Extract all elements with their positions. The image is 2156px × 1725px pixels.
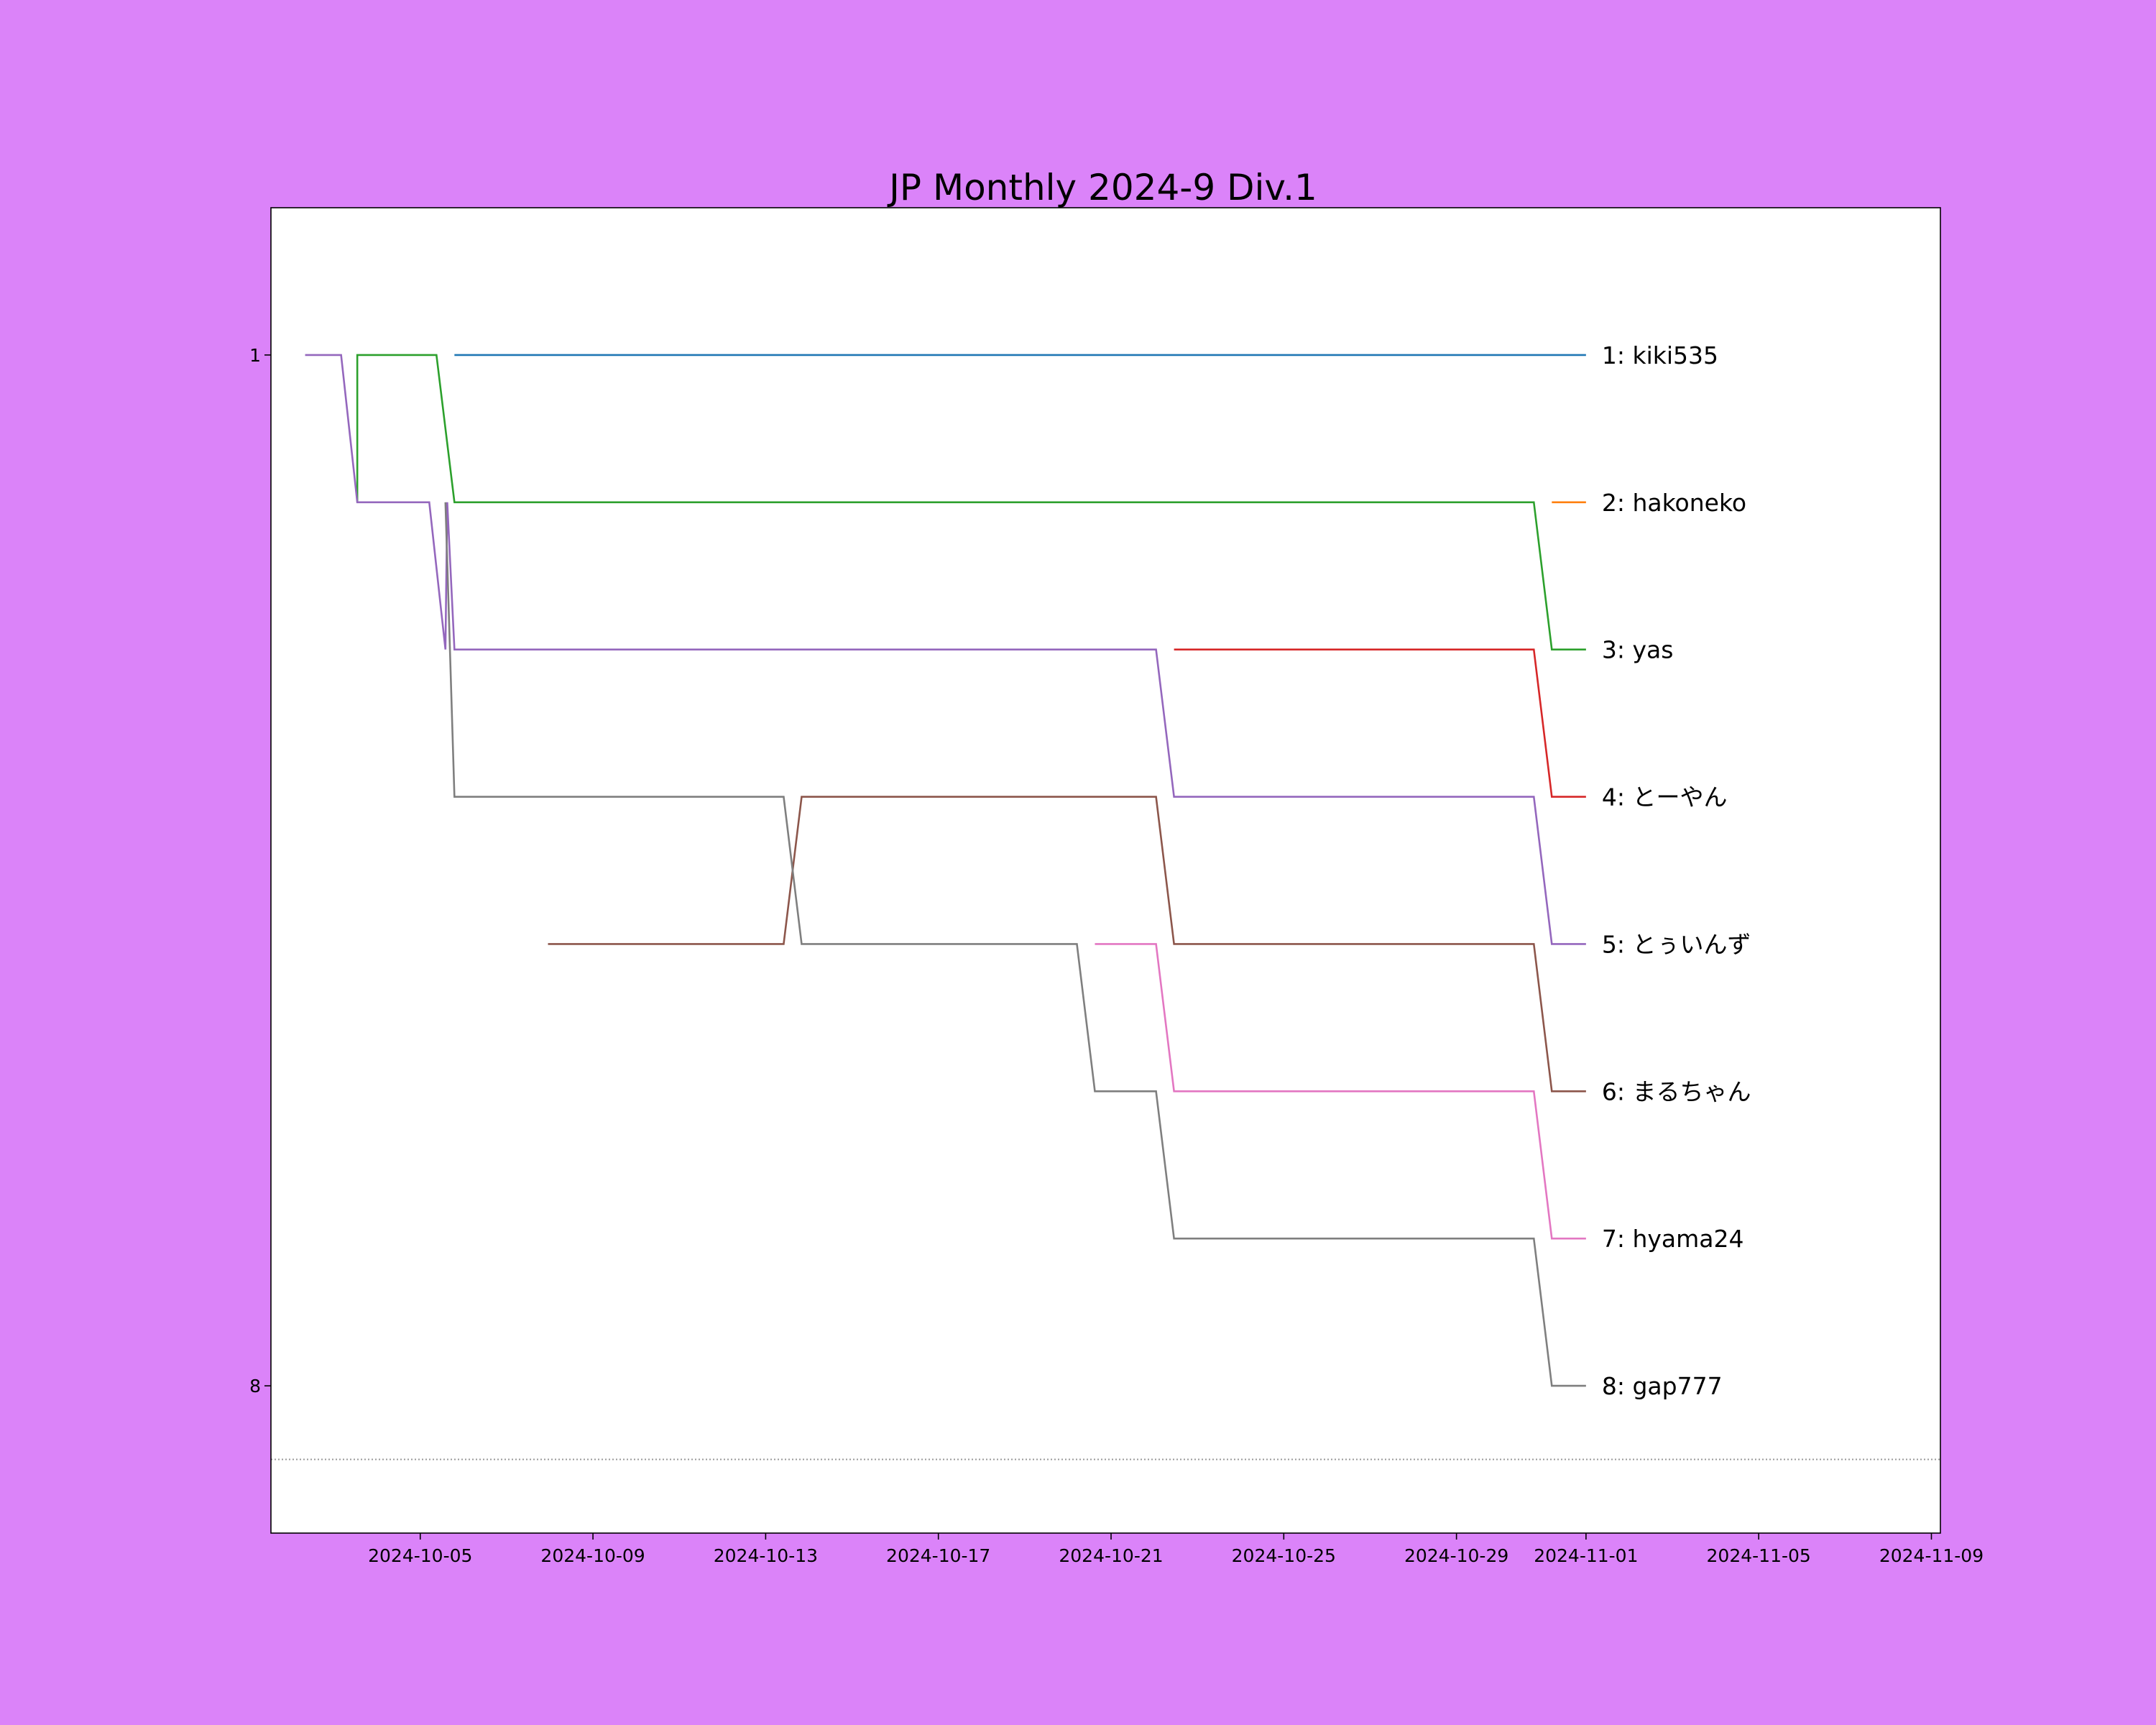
series-label: 4: とーやん <box>1602 783 1728 811</box>
series-label: 5: とぅいんず <box>1602 930 1751 958</box>
y-tick-label: 8 <box>249 1376 261 1397</box>
series-label: 7: hyama24 <box>1602 1225 1744 1253</box>
plot-area <box>271 208 1940 1533</box>
x-tick-label: 2024-11-09 <box>1879 1545 1984 1566</box>
y-tick-label: 1 <box>249 345 261 366</box>
series-label: 1: kiki535 <box>1602 341 1718 369</box>
x-tick-label: 2024-10-25 <box>1232 1545 1336 1566</box>
x-tick-label: 2024-10-29 <box>1404 1545 1508 1566</box>
series-line <box>1174 648 1586 798</box>
series-label: 3: yas <box>1602 636 1674 664</box>
series-line <box>548 796 1586 1092</box>
x-tick-label: 2024-10-17 <box>886 1545 990 1566</box>
chart-title: JP Monthly 2024-9 Div.1 <box>887 167 1317 208</box>
x-tick-label: 2024-11-01 <box>1534 1545 1638 1566</box>
series-line <box>444 502 1586 1387</box>
x-tick-label: 2024-10-05 <box>368 1545 472 1566</box>
series-label: 8: gap777 <box>1602 1372 1723 1400</box>
series-line <box>1095 943 1586 1240</box>
series-label: 2: hakoneko <box>1602 489 1746 517</box>
x-tick-label: 2024-11-05 <box>1707 1545 1811 1566</box>
x-tick-label: 2024-10-21 <box>1059 1545 1163 1566</box>
series-line <box>356 354 1586 650</box>
series-label: 6: まるちゃん <box>1602 1077 1751 1105</box>
x-tick-label: 2024-10-13 <box>714 1545 818 1566</box>
series-line <box>305 354 1586 945</box>
plot-frame <box>270 207 1941 1534</box>
x-tick-label: 2024-10-09 <box>540 1545 645 1566</box>
